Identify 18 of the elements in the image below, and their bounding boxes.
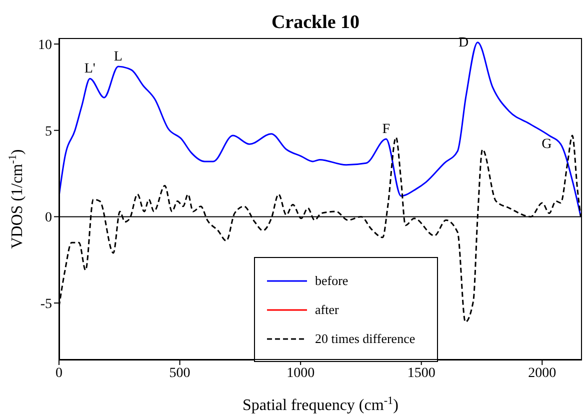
x-tick-label: 500 xyxy=(169,366,190,381)
annotation: F xyxy=(382,122,390,138)
legend-label: after xyxy=(315,302,339,318)
legend-label: before xyxy=(315,272,348,288)
y-tick-label: -5 xyxy=(40,296,52,312)
legend-label: 20 times difference xyxy=(315,330,416,346)
annotation: L xyxy=(114,49,122,64)
x-tick-label: 1000 xyxy=(286,366,315,381)
x-tick-label: 1500 xyxy=(407,366,436,381)
x-tick-label: 0 xyxy=(56,366,62,381)
chart-title: Crackle 10 xyxy=(271,12,360,33)
x-axis-title: Spatial frequency (cm$^{-1}$) xyxy=(242,395,398,414)
y-tick-label: 5 xyxy=(45,124,52,140)
y-tick-label: 10 xyxy=(38,38,52,54)
annotation: G xyxy=(542,137,552,152)
annotation: L' xyxy=(84,62,96,77)
y-tick-label: 0 xyxy=(45,210,52,226)
x-tick-label: 2000 xyxy=(528,366,556,381)
